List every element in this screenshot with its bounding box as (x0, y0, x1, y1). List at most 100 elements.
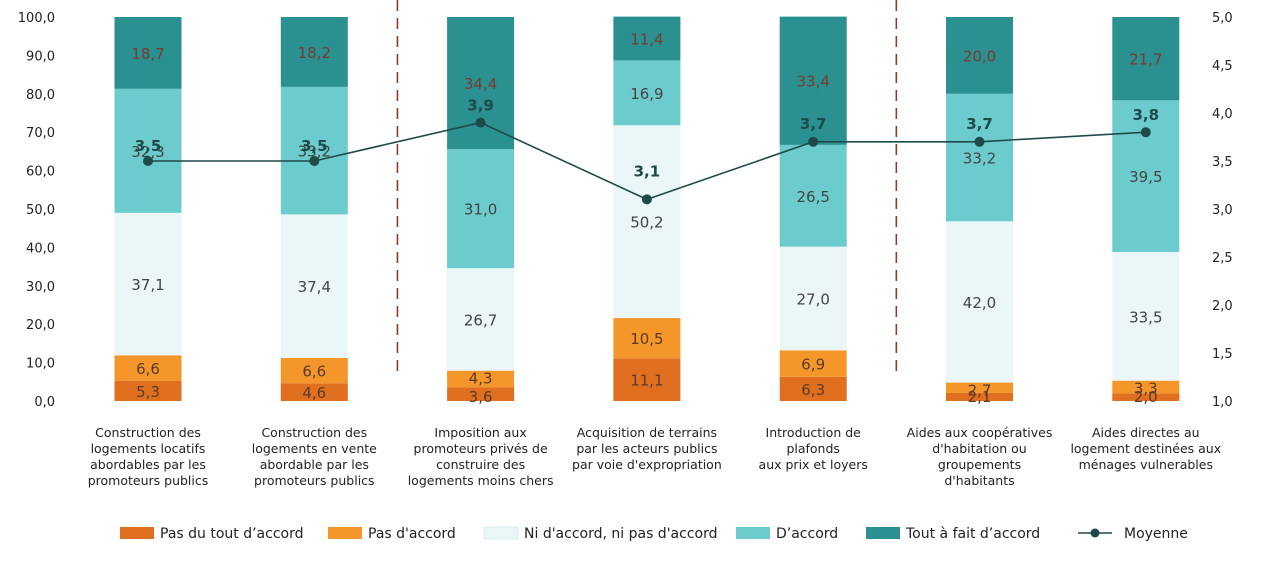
category-label: Construction des logements locatifs aborda… (88, 425, 209, 488)
segment-value-label: 33,2 (298, 143, 331, 161)
category-label-line: d'habitants (944, 473, 1014, 488)
mean-point (1140, 127, 1151, 138)
legend-label: D’accord (776, 526, 838, 542)
mean-point (974, 136, 985, 147)
left-tick-label: 30,0 (26, 280, 55, 295)
category-label-line: Introduction de (766, 425, 862, 440)
legend-swatch (483, 526, 519, 540)
legend-line-marker (1090, 528, 1100, 538)
mean-value-label: 3,5 (135, 137, 162, 155)
category-label-line: plafonds (786, 441, 840, 456)
segment-value-label: 3,3 (1134, 380, 1158, 398)
mean-line-series: 3,5 3,5 3,9 3,1 3,7 3,7 3,8 (135, 97, 1159, 205)
bar-segment (114, 212, 182, 356)
segment-value-label: 16,9 (630, 85, 663, 103)
segment-value-label: 33,5 (1129, 308, 1162, 326)
segment-value-label: 6,3 (801, 381, 825, 399)
category-label-line: d'habitation ou (932, 441, 1026, 456)
mean-value-label: 3,8 (1133, 106, 1160, 124)
segment-labels: 5,36,637,132,318,74,66,637,433,218,23,64… (131, 31, 1162, 406)
segment-value-label: 32,3 (131, 143, 164, 161)
bar-segment (447, 268, 515, 371)
right-tick-label: 3,0 (1212, 203, 1233, 218)
category-label-line: promoteurs publics (88, 473, 209, 488)
segment-value-label: 37,4 (298, 278, 331, 296)
mean-value-label: 3,7 (966, 115, 993, 133)
right-tick-label: 4,5 (1212, 59, 1233, 74)
segment-value-label: 3,6 (469, 388, 493, 406)
bar-segment (280, 383, 348, 401)
legend-swatch (328, 527, 362, 539)
mean-value-label: 3,5 (301, 137, 328, 155)
right-tick-label: 3,5 (1212, 155, 1233, 170)
bar-segment (946, 221, 1013, 383)
bar-segment (280, 214, 348, 358)
segment-value-label: 33,4 (796, 73, 829, 91)
mean-point (309, 156, 320, 166)
category-label-line: Imposition aux (434, 425, 526, 440)
category-label-line: logements en vente (252, 441, 377, 456)
left-tick-label: 100,0 (18, 11, 55, 26)
category-label-line: logement destinées aux (1070, 441, 1221, 456)
segment-value-label: 6,9 (801, 356, 825, 374)
bar-segment (779, 16, 847, 145)
segment-value-label: 11,4 (630, 31, 663, 49)
segment-value-label: 10,5 (630, 330, 663, 348)
bar-segment (114, 17, 182, 89)
right-tick-label: 2,5 (1212, 251, 1233, 266)
left-tick-label: 40,0 (26, 241, 55, 256)
bar-segment (779, 144, 847, 247)
segment-value-label: 42,0 (963, 294, 996, 312)
left-tick-label: 20,0 (26, 318, 55, 333)
segment-value-label: 6,6 (302, 363, 326, 381)
bar-segment (114, 355, 182, 381)
mean-point (808, 136, 819, 147)
category-label-line: par voie d'expropriation (572, 457, 722, 472)
segment-value-label: 34,4 (464, 75, 497, 93)
bar-segment (280, 357, 348, 384)
segment-value-label: 26,7 (464, 311, 497, 329)
bar-segment (613, 318, 681, 359)
category-label-line: Construction des (95, 425, 201, 440)
left-axis: 0,0 10,0 20,0 30,0 40,0 50,0 60,0 70,0 80,0 90,0 1… (18, 11, 55, 410)
left-tick-label: 50,0 (26, 203, 55, 218)
segment-value-label: 33,2 (963, 150, 996, 168)
segment-value-label: 21,7 (1129, 51, 1162, 69)
legend-swatch (120, 527, 154, 539)
category-label-line: ménages vulnerables (1079, 457, 1213, 472)
segment-value-label: 37,1 (131, 276, 164, 294)
right-axis: 1,0 1,5 2,0 2,5 3,0 3,5 4,0 4,5 5,0 (1212, 11, 1233, 410)
bar-segment (779, 246, 847, 351)
bar-segment (114, 88, 182, 213)
category-label-line: Aides directes au (1092, 425, 1200, 440)
bar-segment (613, 125, 681, 319)
category-label-line: par les acteurs publics (576, 441, 717, 456)
category-label-line: promoteurs publics (254, 473, 375, 488)
left-tick-label: 70,0 (26, 126, 55, 141)
segment-value-label: 2,7 (968, 382, 992, 400)
bar-segment (779, 376, 847, 401)
category-label: Aides directes au logement destinées aux m… (1070, 425, 1221, 472)
category-label: Acquisition de terrains par les acteurs p… (572, 425, 722, 472)
legend-label: Pas d'accord (368, 526, 456, 542)
bar-segment (1112, 100, 1180, 253)
bar-segment (613, 60, 681, 126)
segment-value-label: 50,2 (630, 214, 663, 232)
segment-value-label: 11,1 (630, 372, 663, 390)
mean-point (143, 156, 153, 166)
category-separators (396, 0, 898, 376)
bar-segment (946, 17, 1013, 94)
segment-value-label: 18,2 (298, 44, 331, 62)
segment-value-label: 27,0 (796, 290, 829, 308)
category-label-line: abordable par les (260, 457, 369, 472)
bar-segment (1112, 252, 1180, 381)
mean-value-label: 3,9 (467, 97, 494, 115)
category-label-line: logements moins chers (408, 473, 554, 488)
bar-segment (1112, 393, 1180, 401)
segment-value-label: 2,1 (968, 388, 992, 406)
mean-point (475, 117, 486, 128)
left-tick-label: 60,0 (26, 165, 55, 180)
right-tick-label: 2,0 (1212, 299, 1233, 314)
stacked-bars (114, 16, 1180, 401)
